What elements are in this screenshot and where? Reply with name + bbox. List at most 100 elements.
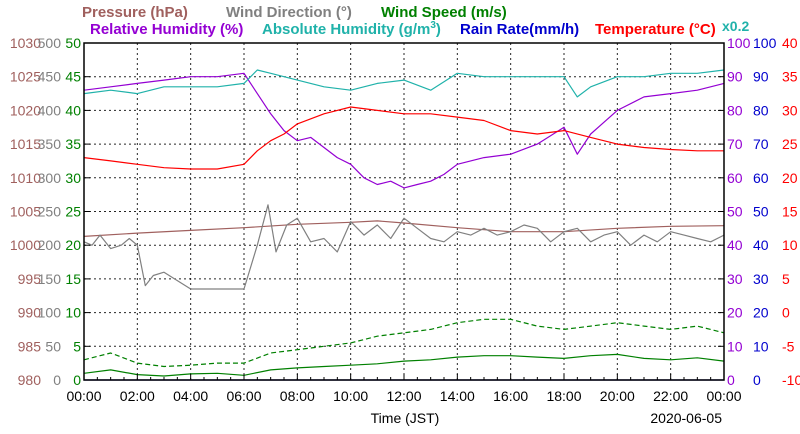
rain-rate-tick-label: 30 — [753, 271, 769, 287]
pressure-tick-label: 995 — [18, 271, 42, 287]
temperature-tick-label: 5 — [782, 271, 790, 287]
wind-speed-tick-label: 35 — [65, 136, 81, 152]
axis-layer: 00:00 02:00 04:00 06:00 08:00 10:00 12:00 14:00… — [10, 35, 800, 404]
temperature-tick-label: -5 — [782, 338, 795, 354]
wind-direction-tick-label: 300 — [38, 170, 62, 186]
wind-speed-tick-label: 40 — [65, 102, 81, 118]
legend-absolute-humidity-close: ) — [436, 21, 441, 38]
series-pressure-hpa — [83, 220, 725, 237]
relative-humidity-tick-label: 40 — [727, 237, 743, 253]
x-axis-title: Time (JST) — [371, 410, 440, 426]
rain-rate-tick-label: 0 — [753, 372, 761, 388]
rain-rate-tick-label: 100 — [753, 35, 777, 51]
relative-humidity-tick-label: 50 — [727, 204, 743, 220]
relative-humidity-tick-label: 90 — [727, 69, 743, 85]
legend-wind-direction: Wind Direction (°) — [226, 4, 352, 21]
temperature-tick-label: 25 — [782, 136, 798, 152]
legend-wind-speed: Wind Speed (m/s) — [381, 4, 507, 21]
temperature-tick-label: 30 — [782, 102, 798, 118]
pressure-tick-label: 1015 — [10, 136, 41, 152]
relative-humidity-tick-label: 30 — [727, 271, 743, 287]
legend-absolute-humidity-label: Absolute Humidity (g/m — [262, 21, 430, 38]
wind-speed-tick-label: 50 — [65, 35, 81, 51]
wind-speed-tick-label: 15 — [65, 271, 81, 287]
wind-direction-tick-label: 500 — [38, 35, 62, 51]
pressure-tick-label: 1010 — [10, 170, 41, 186]
pressure-tick-label: 980 — [18, 372, 42, 388]
wind-speed-tick-label: 25 — [65, 204, 81, 220]
relative-humidity-tick-label: 60 — [727, 170, 743, 186]
temperature-tick-label: 20 — [782, 170, 798, 186]
series-wind-direction — [83, 204, 725, 290]
wind-direction-tick-label: 50 — [45, 338, 61, 354]
x-tick-label: 06:00 — [226, 388, 261, 404]
wind-speed-tick-label: 0 — [73, 372, 81, 388]
x-tick-label: 18:00 — [546, 388, 581, 404]
pressure-tick-label: 1025 — [10, 69, 41, 85]
series-temperature-c — [83, 106, 724, 170]
x-tick-label: 00:00 — [706, 388, 741, 404]
pressure-tick-label: 1020 — [10, 102, 41, 118]
pressure-tick-label: 1030 — [10, 35, 41, 51]
rain-rate-tick-label: 90 — [753, 69, 769, 85]
pressure-tick-label: 1000 — [10, 237, 41, 253]
relative-humidity-tick-label: 80 — [727, 102, 743, 118]
x-tick-label: 00:00 — [66, 388, 101, 404]
rain-rate-tick-label: 20 — [753, 305, 769, 321]
wind-speed-tick-label: 10 — [65, 305, 81, 321]
series-wind-speed-m-s — [83, 353, 725, 377]
wind-speed-tick-label: 20 — [65, 237, 81, 253]
relative-humidity-tick-label: 100 — [727, 35, 751, 51]
x-tick-label: 12:00 — [386, 388, 421, 404]
rain-rate-tick-label: 80 — [753, 102, 769, 118]
temperature-tick-label: 0 — [782, 305, 790, 321]
legend-rain-rate: Rain Rate(mm/h) — [460, 21, 579, 38]
rain-rate-tick-label: 10 — [753, 338, 769, 354]
legend-pressure: Pressure (hPa) — [82, 4, 188, 21]
x-tick-label: 08:00 — [280, 388, 315, 404]
x-tick-label: 04:00 — [173, 388, 208, 404]
wind-direction-tick-label: 200 — [38, 237, 62, 253]
grid-layer — [84, 43, 724, 380]
wind-direction-tick-label: 100 — [38, 305, 62, 321]
legend-relative-humidity: Relative Humidity (%) — [90, 21, 243, 38]
temperature-tick-label: -10 — [782, 372, 800, 388]
legend-temperature: Temperature (°C) — [595, 21, 716, 38]
series-absolute-humidity-g-m3-x0-2 — [83, 69, 725, 98]
temperature-tick-label: 10 — [782, 237, 798, 253]
relative-humidity-tick-label: 0 — [727, 372, 735, 388]
wind-direction-tick-label: 250 — [38, 204, 62, 220]
rain-rate-tick-label: 40 — [753, 237, 769, 253]
x-tick-label: 16:00 — [493, 388, 528, 404]
temperature-tick-label: 35 — [782, 69, 798, 85]
legend-absolute-humidity-superscript: 3 — [430, 20, 436, 31]
series-layer — [83, 69, 725, 381]
rain-rate-tick-label: 60 — [753, 170, 769, 186]
rain-rate-tick-label: 50 — [753, 204, 769, 220]
temperature-tick-label: 15 — [782, 204, 798, 220]
wind-speed-tick-label: 5 — [73, 338, 81, 354]
series-relative-humidity — [83, 72, 725, 189]
x-tick-label: 20:00 — [600, 388, 635, 404]
wind-direction-tick-label: 400 — [38, 102, 62, 118]
temperature-tick-label: 40 — [782, 35, 798, 51]
wind-speed-tick-label: 45 — [65, 69, 81, 85]
wind-direction-tick-label: 450 — [38, 69, 62, 85]
x-tick-label: 14:00 — [440, 388, 475, 404]
rain-rate-tick-label: 70 — [753, 136, 769, 152]
pressure-tick-label: 985 — [18, 338, 42, 354]
legend-absolute-humidity: Absolute Humidity (g/m3) — [262, 20, 441, 38]
x-tick-label: 22:00 — [653, 388, 688, 404]
x-tick-label: 02:00 — [120, 388, 155, 404]
wind-speed-tick-label: 30 — [65, 170, 81, 186]
wind-direction-tick-label: 0 — [53, 372, 61, 388]
chart-date: 2020-06-05 — [650, 410, 722, 426]
scale-note: x0.2 — [722, 18, 749, 34]
pressure-tick-label: 1005 — [10, 204, 41, 220]
relative-humidity-tick-label: 20 — [727, 305, 743, 321]
relative-humidity-tick-label: 70 — [727, 136, 743, 152]
relative-humidity-tick-label: 10 — [727, 338, 743, 354]
x-tick-label: 10:00 — [333, 388, 368, 404]
